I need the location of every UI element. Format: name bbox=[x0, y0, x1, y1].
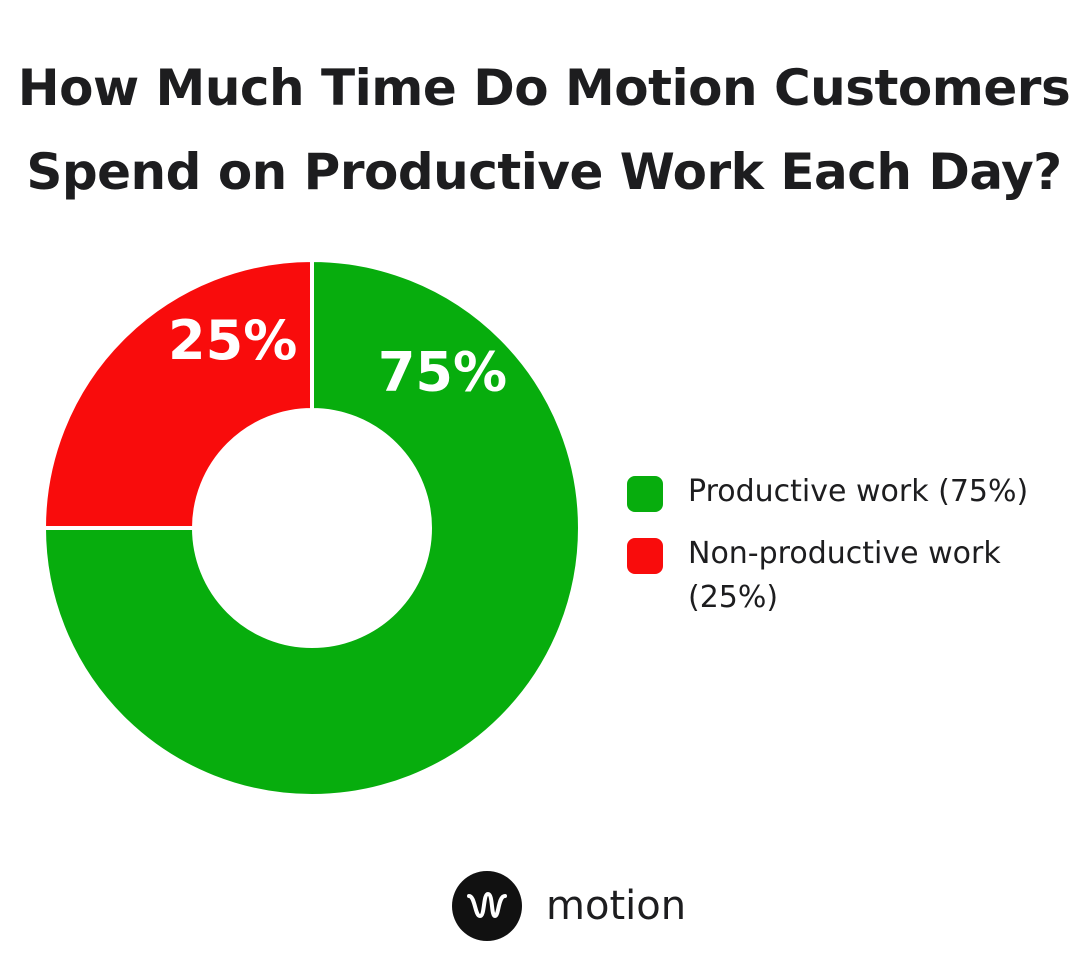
legend-item-non-productive-work: Non-productive work (25%) bbox=[627, 532, 1067, 620]
brand-name: motion bbox=[546, 883, 687, 929]
chart-title-line-2: Spend on Productive Work Each Day? bbox=[26, 143, 1062, 201]
motion-logo-glyph bbox=[467, 892, 507, 918]
legend: Productive work (75%) Non-productive wor… bbox=[627, 470, 1067, 638]
chart-title-line-1: How Much Time Do Motion Customers bbox=[17, 59, 1071, 117]
slice-label-productive-work: 75% bbox=[378, 340, 507, 403]
legend-label-non-productive-work: Non-productive work (25%) bbox=[688, 536, 1001, 615]
donut-chart: 75% 25% bbox=[41, 257, 582, 798]
brand-footer: motion bbox=[452, 870, 686, 942]
legend-label-productive-work: Productive work (75%) bbox=[688, 474, 1029, 509]
slice-non-productive-work bbox=[41, 257, 314, 530]
chart-title: How Much Time Do Motion Customers Spend … bbox=[0, 46, 1088, 214]
motion-logo-icon bbox=[452, 871, 522, 941]
legend-swatch-non-productive-work bbox=[627, 538, 663, 574]
legend-item-productive-work: Productive work (75%) bbox=[627, 470, 1067, 514]
slice-productive-work bbox=[41, 257, 582, 798]
legend-swatch-productive-work bbox=[627, 476, 663, 512]
slice-label-non-productive-work: 25% bbox=[168, 309, 297, 372]
